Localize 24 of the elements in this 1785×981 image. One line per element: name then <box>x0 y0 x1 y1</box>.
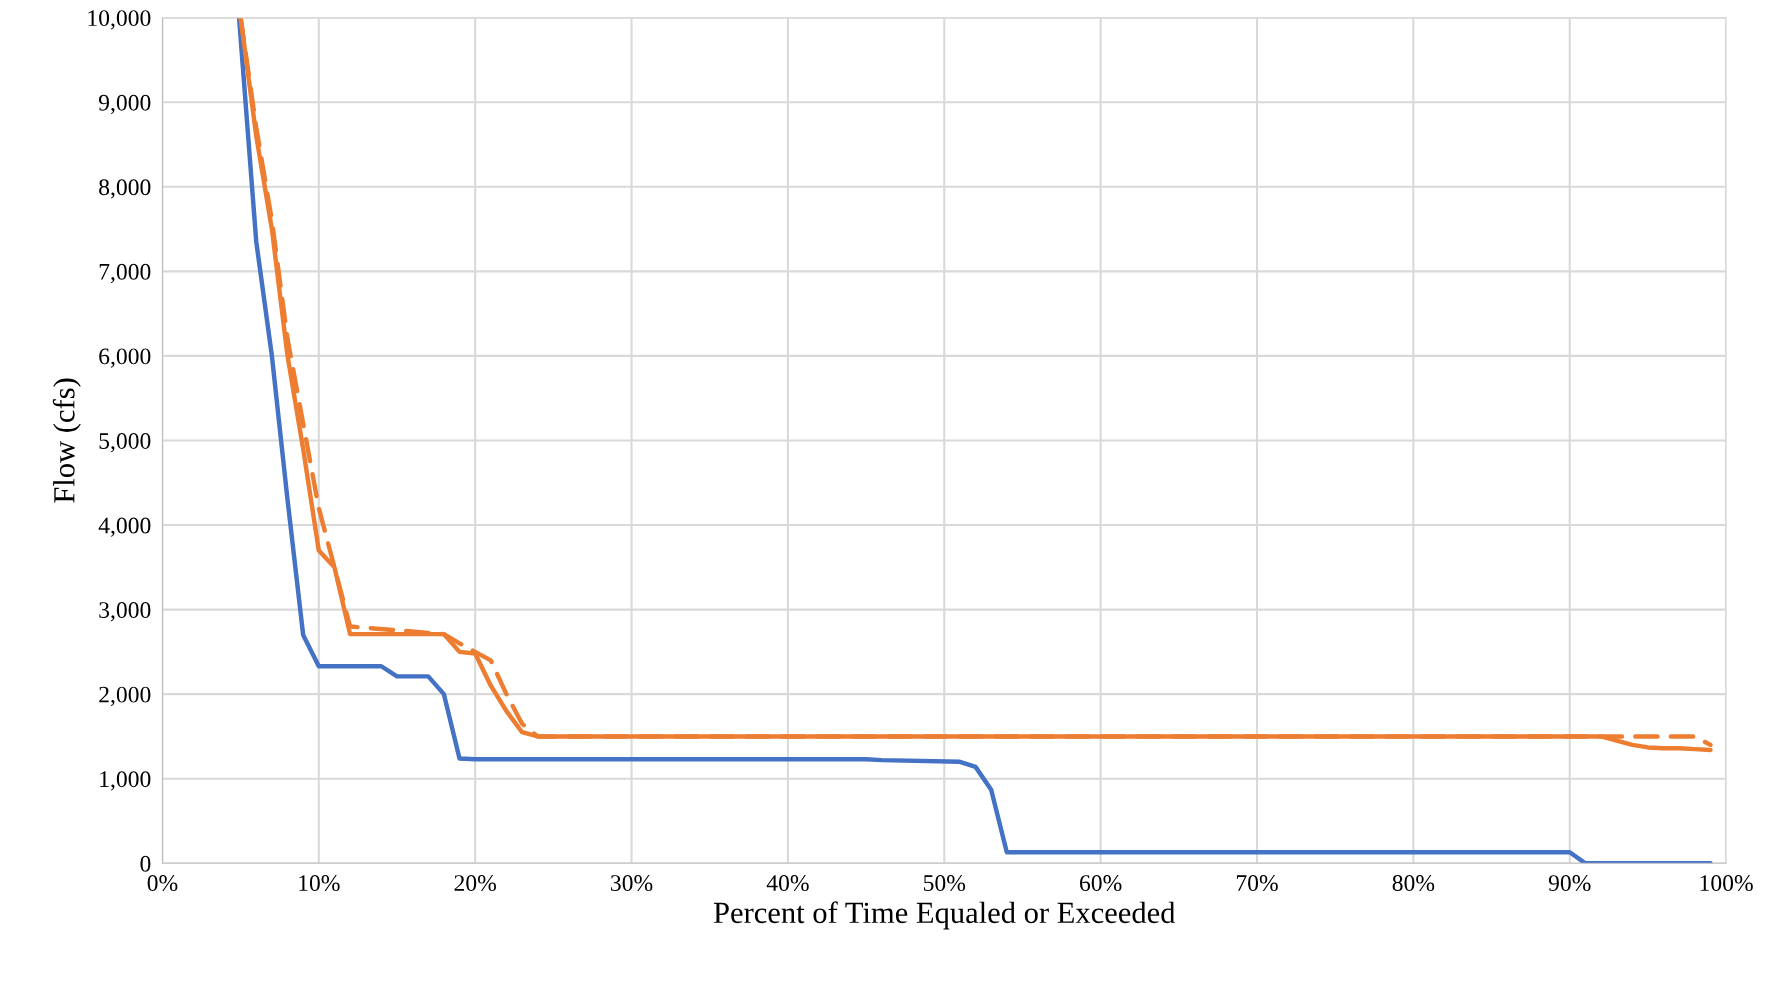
y-tick-label: 6,000 <box>99 348 151 368</box>
y-tick-label: 3,000 <box>99 602 151 622</box>
x-tick-label: 0% <box>147 875 178 892</box>
x-tick-label: 60% <box>1080 875 1122 892</box>
y-tick-label: 9,000 <box>98 94 151 115</box>
y-axis-title: Flow (cfs) <box>52 378 81 503</box>
y-tick-label: 1,000 <box>100 771 151 791</box>
x-tick-label: 50% <box>924 875 966 892</box>
y-tick-label: 4,000 <box>98 517 151 537</box>
x-axis-title: Percent of Time Equaled or Exceeded <box>713 901 1176 930</box>
x-tick-label: 80% <box>1392 875 1435 892</box>
x-tick-label: 40% <box>766 875 809 892</box>
x-tick-label: 90% <box>1548 875 1591 892</box>
y-tick-label: 7,000 <box>99 263 151 284</box>
y-tick-label: 8,000 <box>99 179 151 199</box>
y-tick-label: 2,000 <box>99 686 151 706</box>
x-tick-label: 10% <box>299 875 340 892</box>
y-tick-label: 5,000 <box>99 432 151 453</box>
x-tick-label: 30% <box>611 875 653 892</box>
x-tick-label: 70% <box>1236 875 1278 892</box>
y-tick-label: 0 <box>140 855 151 872</box>
x-tick-label: 100% <box>1700 875 1753 892</box>
y-tick-label: 10,000 <box>88 10 151 30</box>
x-tick-label: 20% <box>454 875 496 892</box>
